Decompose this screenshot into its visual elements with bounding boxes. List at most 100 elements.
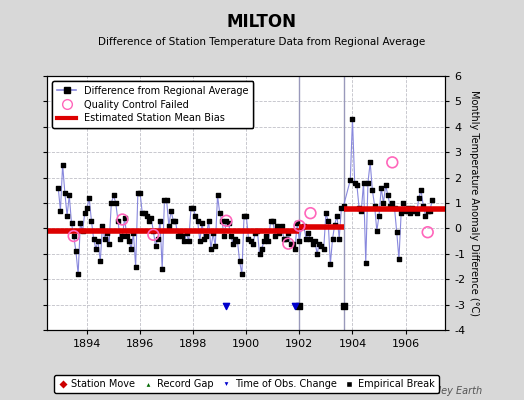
Point (112, 200, 120, 206)
Point (87, 218, 95, 224)
Point (324, 218, 332, 224)
Point (331, 221, 339, 228)
Legend: Station Move, Record Gap, Time of Obs. Change, Empirical Break: Station Move, Record Gap, Time of Obs. C… (54, 375, 439, 393)
Point (278, 223, 286, 229)
Point (348, 116, 357, 122)
Point (353, 182, 361, 188)
Point (92, 246, 100, 252)
Point (222, 218, 231, 224)
Point (399, 200, 408, 206)
Point (114, 218, 122, 224)
Point (56, 208, 64, 214)
Point (156, 218, 164, 224)
Point (315, 240, 323, 247)
Point (392, 229, 401, 236)
Point (362, 260, 370, 266)
Point (158, 266, 167, 272)
Point (412, 210, 421, 216)
Point (162, 197, 171, 204)
Text: MILTON: MILTON (227, 13, 297, 31)
Point (266, 218, 275, 224)
Point (198, 220, 206, 226)
Point (59, 162, 67, 168)
Point (118, 216, 127, 223)
Point (359, 180, 368, 186)
Point (364, 180, 372, 186)
Point (313, 250, 321, 257)
Point (421, 212, 430, 219)
Point (357, 208, 366, 214)
Point (408, 205, 417, 211)
Point (151, 243, 160, 249)
Point (226, 233, 235, 239)
Point (178, 233, 187, 239)
Point (379, 200, 388, 206)
Point (65, 192, 73, 198)
Point (238, 271, 246, 277)
Point (72, 248, 80, 254)
Point (381, 182, 390, 188)
Point (187, 205, 195, 211)
Point (107, 200, 115, 206)
Point (229, 240, 237, 247)
Point (132, 263, 140, 270)
Point (414, 195, 423, 201)
Point (70, 233, 78, 239)
Point (96, 258, 104, 265)
Point (222, 303, 231, 309)
Point (138, 210, 147, 216)
Point (101, 235, 109, 242)
Point (182, 230, 191, 237)
Point (103, 230, 111, 237)
Point (167, 208, 175, 214)
Point (295, 303, 303, 309)
Point (406, 210, 414, 216)
Point (346, 177, 354, 183)
Point (273, 223, 281, 229)
Point (417, 187, 425, 194)
Point (240, 212, 248, 219)
Point (368, 187, 377, 194)
Point (333, 212, 341, 219)
Point (231, 235, 239, 242)
Point (291, 303, 299, 309)
Legend: Difference from Regional Average, Quality Control Failed, Estimated Station Mean: Difference from Regional Average, Qualit… (52, 81, 254, 128)
Point (386, 202, 394, 209)
Point (284, 240, 292, 247)
Point (233, 238, 242, 244)
Point (149, 228, 158, 234)
Point (340, 202, 348, 209)
Point (54, 184, 62, 191)
Point (322, 210, 330, 216)
Point (318, 243, 326, 249)
Point (215, 210, 224, 216)
Point (165, 223, 173, 229)
Point (403, 205, 412, 211)
Point (211, 243, 220, 249)
Point (284, 230, 292, 237)
Point (244, 235, 253, 242)
Point (255, 250, 264, 257)
Point (204, 218, 213, 224)
Point (269, 218, 277, 224)
Point (180, 238, 189, 244)
Point (384, 192, 392, 198)
Point (118, 233, 127, 239)
Point (94, 238, 102, 244)
Point (258, 246, 266, 252)
Point (253, 228, 261, 234)
Point (377, 184, 386, 191)
Point (213, 192, 222, 198)
Point (145, 218, 153, 224)
Point (401, 208, 410, 214)
Point (184, 238, 193, 244)
Point (428, 197, 436, 204)
Point (340, 303, 348, 309)
Point (280, 235, 288, 242)
Point (127, 246, 135, 252)
Point (304, 230, 312, 237)
Point (423, 208, 432, 214)
Point (235, 258, 244, 265)
Point (262, 233, 270, 239)
Point (200, 235, 209, 242)
